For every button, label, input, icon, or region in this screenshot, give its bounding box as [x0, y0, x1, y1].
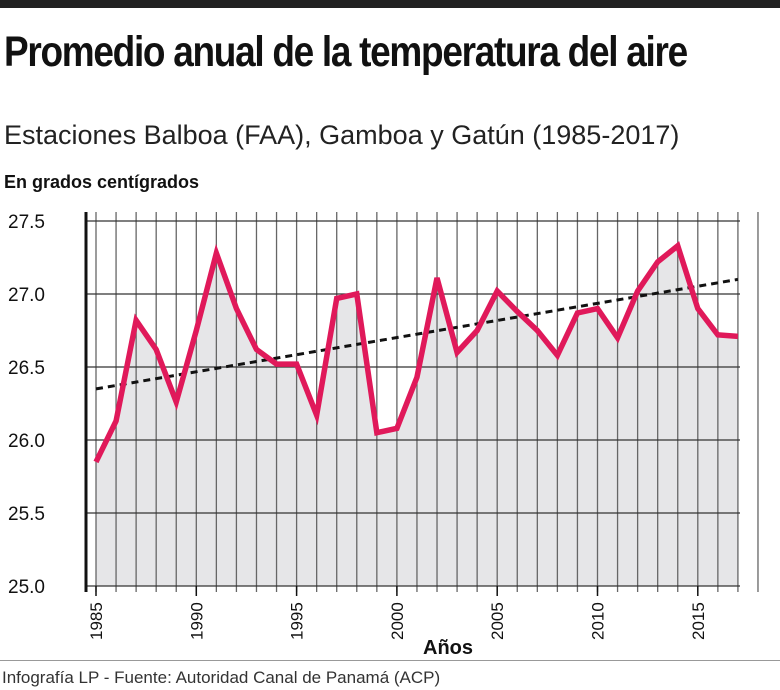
x-tick-label: 2000: [388, 602, 407, 640]
x-axis-label: Años: [423, 637, 473, 659]
y-tick-label: 26.5: [8, 358, 45, 379]
x-tick-label: 1995: [288, 602, 307, 640]
x-tick-label: 2010: [589, 602, 608, 640]
footer-source: Infografía LP - Fuente: Autoridad Canal …: [2, 668, 441, 687]
chart-subtitle: Estaciones Balboa (FAA), Gamboa y Gatún …: [4, 120, 680, 150]
chart-title: Promedio anual de la temperatura del air…: [4, 28, 688, 76]
footer-divider: [0, 660, 780, 661]
y-tick-label: 27.0: [8, 285, 45, 306]
trend-line: [95, 277, 739, 391]
x-tick-label: 1985: [87, 602, 106, 640]
chart: 25.0 25.5 26.0 26.5 27.0 27.5 1985 1990 1995 2000…: [8, 212, 759, 659]
x-tick-label: 1990: [187, 602, 206, 640]
y-tick-label: 27.5: [8, 212, 45, 233]
x-tick-label: 2005: [488, 602, 507, 640]
y-tick-label: 25.5: [8, 504, 45, 525]
y-tick-label: 25.0: [8, 577, 45, 598]
x-tick-label: 2015: [689, 602, 708, 640]
y-tick-label: 26.0: [8, 431, 45, 452]
top-bar: [0, 0, 780, 8]
y-axis-label: En grados centígrados: [4, 172, 200, 192]
